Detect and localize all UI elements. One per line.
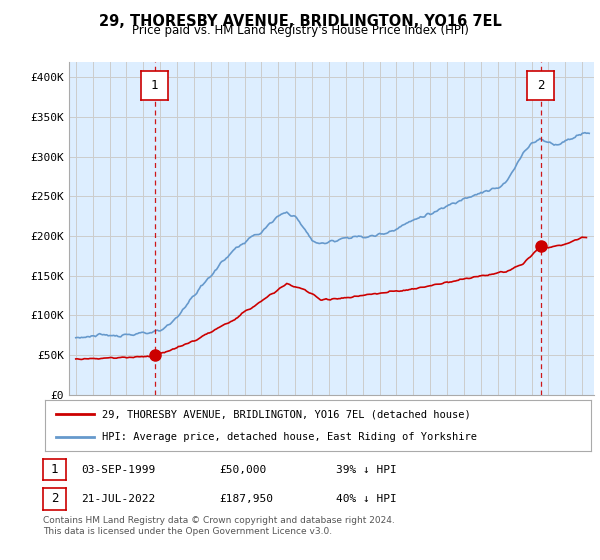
Text: 21-JUL-2022: 21-JUL-2022	[81, 494, 155, 504]
Text: 29, THORESBY AVENUE, BRIDLINGTON, YO16 7EL: 29, THORESBY AVENUE, BRIDLINGTON, YO16 7…	[98, 14, 502, 29]
Text: 39% ↓ HPI: 39% ↓ HPI	[336, 465, 397, 475]
Text: Contains HM Land Registry data © Crown copyright and database right 2024.
This d: Contains HM Land Registry data © Crown c…	[43, 516, 395, 536]
Text: Price paid vs. HM Land Registry's House Price Index (HPI): Price paid vs. HM Land Registry's House …	[131, 24, 469, 37]
Text: 29, THORESBY AVENUE, BRIDLINGTON, YO16 7EL (detached house): 29, THORESBY AVENUE, BRIDLINGTON, YO16 7…	[103, 409, 471, 419]
Text: 2: 2	[537, 78, 544, 92]
Text: 1: 1	[151, 78, 158, 92]
Text: 2: 2	[51, 492, 58, 506]
Text: £187,950: £187,950	[219, 494, 273, 504]
Text: 03-SEP-1999: 03-SEP-1999	[81, 465, 155, 475]
Text: £50,000: £50,000	[219, 465, 266, 475]
Text: 1: 1	[51, 463, 58, 477]
Text: 40% ↓ HPI: 40% ↓ HPI	[336, 494, 397, 504]
Text: HPI: Average price, detached house, East Riding of Yorkshire: HPI: Average price, detached house, East…	[103, 432, 478, 442]
